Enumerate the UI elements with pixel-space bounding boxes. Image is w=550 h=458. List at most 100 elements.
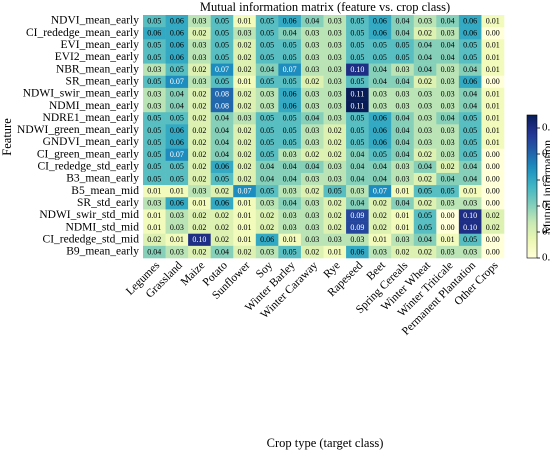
heatmap-cell bbox=[323, 124, 347, 137]
heatmap-cell bbox=[323, 172, 347, 186]
cell-label: 0.04 bbox=[215, 150, 229, 159]
heatmap-cell bbox=[458, 51, 482, 64]
cell-label: 0.02 bbox=[373, 223, 387, 232]
heatmap-cell bbox=[255, 15, 279, 28]
heatmap-cell bbox=[165, 27, 189, 40]
cell-label: 0.03 bbox=[305, 211, 319, 220]
cell-label: 0.03 bbox=[192, 16, 206, 25]
cell-label: 0.08 bbox=[215, 89, 229, 98]
heatmap-cell bbox=[323, 27, 347, 40]
heatmap-cell bbox=[391, 75, 415, 89]
cell-label: 0.04 bbox=[350, 199, 364, 208]
heatmap-cell bbox=[210, 51, 234, 64]
heatmap-cell bbox=[255, 185, 279, 198]
cell-label: 0.05 bbox=[147, 174, 161, 183]
heatmap-cell bbox=[233, 185, 257, 198]
cell-label: 0.03 bbox=[395, 101, 409, 110]
heatmap-cell bbox=[210, 112, 234, 125]
heatmap-cell bbox=[165, 221, 189, 234]
heatmap-cell bbox=[210, 27, 234, 40]
cell-label: 0.04 bbox=[305, 16, 319, 25]
cell-label: 0.05 bbox=[215, 41, 229, 50]
heatmap-cell bbox=[210, 136, 234, 149]
row-label: EVI_mean_early bbox=[60, 39, 139, 51]
heatmap-cell bbox=[255, 112, 279, 125]
heatmap-cell bbox=[458, 245, 482, 259]
heatmap-cell bbox=[391, 148, 415, 162]
heatmap-cell bbox=[255, 39, 279, 52]
cell-label: 0.01 bbox=[486, 41, 500, 50]
cell-label: 0.02 bbox=[192, 126, 206, 135]
heatmap-cell bbox=[391, 100, 415, 113]
cell-label: 0.04 bbox=[441, 16, 455, 25]
heatmap-cell bbox=[143, 221, 166, 234]
cell-label: 0.02 bbox=[305, 150, 319, 159]
cell-label: 0.05 bbox=[283, 126, 297, 135]
heatmap-cell bbox=[233, 51, 257, 64]
heatmap-cell bbox=[278, 15, 302, 28]
cell-label: 0.01 bbox=[147, 211, 161, 220]
heatmap-cell bbox=[458, 148, 482, 162]
heatmap-cell bbox=[233, 124, 257, 137]
heatmap-cell bbox=[255, 221, 279, 234]
cell-label: 0.01 bbox=[395, 187, 409, 196]
heatmap-cell bbox=[458, 39, 482, 52]
cell-label: 0.02 bbox=[215, 211, 229, 220]
heatmap-cell bbox=[436, 100, 460, 113]
heatmap-cell bbox=[391, 39, 415, 52]
heatmap-cell bbox=[481, 39, 505, 52]
cell-label: 0.03 bbox=[305, 174, 319, 183]
cell-label: 0.04 bbox=[215, 126, 229, 135]
cell-label: 0.02 bbox=[328, 126, 342, 135]
heatmap-cell bbox=[210, 75, 234, 89]
cell-label: 0.00 bbox=[486, 199, 500, 208]
cell-label: 0.02 bbox=[192, 114, 206, 123]
cell-label: 0.02 bbox=[238, 247, 252, 256]
heatmap-cell bbox=[255, 51, 279, 64]
cell-label: 0.02 bbox=[192, 247, 206, 256]
heatmap-cell bbox=[436, 185, 460, 198]
heatmap-cell bbox=[188, 63, 211, 77]
heatmap-cell bbox=[188, 87, 211, 101]
heatmap-cell bbox=[391, 185, 415, 198]
heatmap-cell bbox=[210, 15, 234, 28]
heatmap-cell bbox=[165, 245, 189, 259]
cell-label: 0.06 bbox=[350, 247, 364, 256]
heatmap-cell bbox=[436, 27, 460, 40]
cell-label: 0.06 bbox=[373, 138, 387, 147]
heatmap-cell bbox=[413, 27, 437, 40]
cell-label: 0.04 bbox=[373, 65, 387, 74]
heatmap-cell bbox=[368, 75, 392, 89]
heatmap-cell bbox=[233, 15, 257, 28]
heatmap-cell bbox=[391, 87, 415, 101]
heatmap-cell bbox=[210, 100, 234, 113]
cell-label: 0.01 bbox=[147, 223, 161, 232]
cell-label: 0.05 bbox=[350, 16, 364, 25]
heatmap-cell bbox=[368, 63, 392, 77]
cell-label: 0.09 bbox=[350, 223, 364, 232]
cell-label: 0.03 bbox=[305, 29, 319, 38]
cell-label: 0.02 bbox=[260, 223, 274, 232]
heatmap-cell bbox=[165, 197, 189, 210]
heatmap-cell bbox=[188, 185, 211, 198]
cell-label: 0.02 bbox=[238, 53, 252, 62]
heatmap-cell bbox=[458, 75, 482, 89]
heatmap-cell bbox=[300, 160, 324, 174]
cell-label: 0.00 bbox=[486, 150, 500, 159]
heatmap-cell bbox=[210, 124, 234, 137]
heatmap-cell bbox=[188, 75, 211, 89]
cell-label: 0.02 bbox=[418, 150, 432, 159]
heatmap-cell bbox=[323, 233, 347, 247]
heatmap-cell bbox=[278, 221, 302, 234]
heatmap-cell bbox=[165, 15, 189, 28]
heatmap-cell bbox=[436, 112, 460, 125]
cell-label: 0.03 bbox=[260, 199, 274, 208]
cell-label: 0.02 bbox=[215, 235, 229, 244]
heatmap-cell bbox=[143, 172, 166, 186]
cell-label: 0.05 bbox=[463, 126, 477, 135]
heatmap-cell bbox=[210, 172, 234, 186]
heatmap-cell bbox=[143, 87, 166, 101]
cell-label: 0.05 bbox=[170, 162, 184, 171]
cell-label: 0.04 bbox=[463, 89, 477, 98]
cell-label: 0.04 bbox=[283, 174, 297, 183]
